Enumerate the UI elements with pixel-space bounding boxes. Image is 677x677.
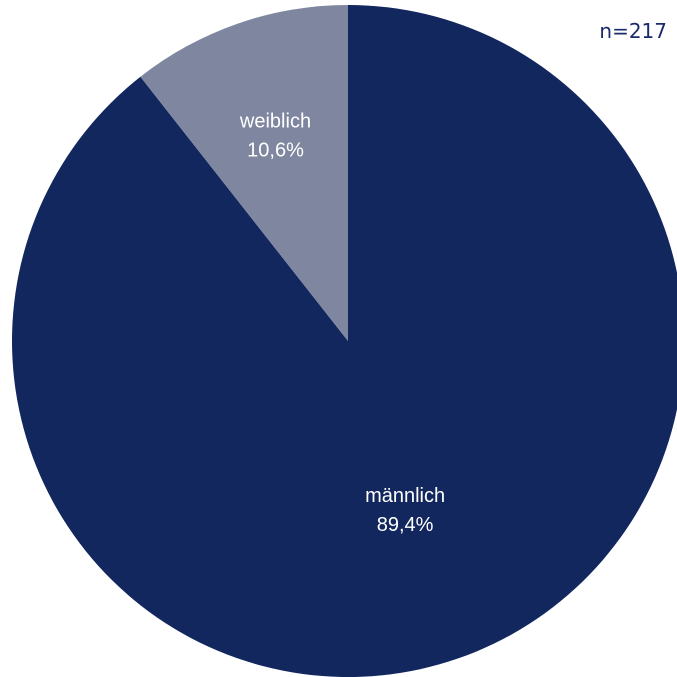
pie-slice-1 xyxy=(140,5,348,341)
pie-labels: männlich 89,4% weiblich 10,6% xyxy=(239,110,445,536)
slice-label-0: männlich xyxy=(365,485,445,507)
slice-value-label-0: 89,4% xyxy=(377,514,434,536)
slice-value-label-1: 10,6% xyxy=(247,139,304,161)
slice-label-1: weiblich xyxy=(239,110,311,132)
pie-slices xyxy=(12,5,677,677)
sample-size-label: n=217 xyxy=(599,19,667,43)
pie-slice-0 xyxy=(12,5,677,677)
